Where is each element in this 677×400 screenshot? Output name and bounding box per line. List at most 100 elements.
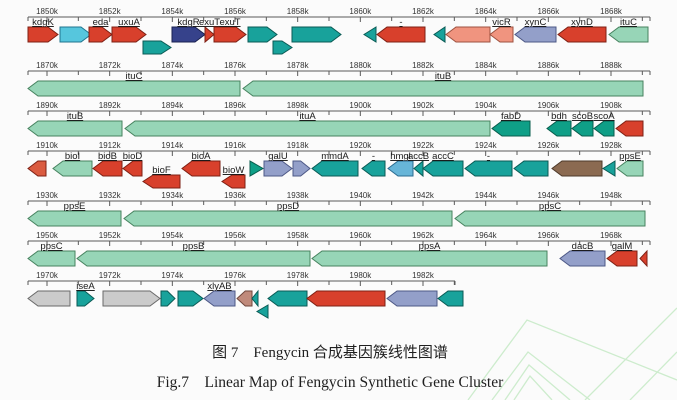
gene-label: ituC [620,17,637,28]
ruler-tick-label: 1856k [224,7,247,16]
gene-label: bioI [65,151,80,162]
gene-label: kdgK [32,17,54,28]
gene-label: bioD [123,151,143,162]
gene-label: kdgR [177,17,199,28]
gene-arrow [387,160,414,177]
gene-arrow [311,250,548,267]
gene-label: ppsC [40,241,62,252]
ruler-tick-label: 1872k [99,61,122,70]
ruler-tick-label: 1880k [349,61,372,70]
ruler-tick-label: 1900k [349,101,372,110]
ruler-tick-label: 1858k [287,7,310,16]
ruler-tick-label: 1860k [349,7,372,16]
ruler-tick-label: 1964k [475,231,498,240]
gene-label: hmgl [390,151,411,162]
ruler-tick-label: 1926k [537,141,560,150]
gene-label: ppsE [64,201,86,212]
gene-label: dacB [572,241,594,252]
gene-label: bdh [551,111,567,122]
ruler-tick-label: 1956k [224,231,247,240]
gene-label: galU [268,151,288,162]
gene-arrow [292,160,311,177]
gene-label: bioW [223,165,245,176]
gene-arrow [124,120,491,137]
ruler-tick-label: 1972k [99,271,122,280]
gene-label: mmdA [321,151,349,162]
gene-arrow [608,26,649,43]
gene-arrow [571,120,594,137]
gene-arrow [242,80,644,97]
ruler-tick-label: 1958k [287,231,310,240]
ruler-tick-label: 1940k [349,191,372,200]
ruler-tick-label: 1966k [537,231,560,240]
ruler-tick-label: 1932k [99,191,122,200]
gene-arrow [464,160,513,177]
ruler-tick-label: 1938k [287,191,310,200]
gene-label: galM [612,241,633,252]
gene-arrow [557,26,607,43]
gene-arrow [27,120,123,137]
gene-arrow [204,25,215,44]
gene-arrow [514,26,557,43]
ruler-tick-label: 1882k [412,61,435,70]
gene-label: ppsB [183,241,205,252]
ruler-tick-label: 1852k [99,7,122,16]
gene-arrow [142,174,181,189]
gene-arrow [111,26,147,43]
gene-arrow [27,80,241,97]
gene-label: ituA [299,111,316,122]
ruler-tick-label: 1854k [161,7,184,16]
gene-arrow [102,290,161,307]
gene-arrow [27,210,122,227]
gene-arrow [413,159,424,178]
gene-label: scoB [572,111,593,122]
gene-label: ituB [435,71,451,82]
gene-arrow [249,160,265,177]
ruler-tick-label: 1960k [349,231,372,240]
gene-arrow [213,26,247,43]
gene-arrow [88,26,113,43]
gene-label: eda [93,17,110,28]
caption-chinese: 图 7 Fengycin 合成基因簇线性图谱 [212,345,448,361]
gene-label: accB [408,151,429,162]
gene-arrow [247,26,278,43]
gene-arrow [256,304,269,319]
gene-arrow [546,120,572,137]
gene-arrow [291,26,342,43]
gene-label: vicR [492,17,511,28]
gene-arrow [361,160,386,177]
gene-arrow [27,250,76,267]
gene-label: xynC [525,17,547,28]
ruler-tick-label: 1864k [475,7,498,16]
gene-arrow [639,249,648,268]
ruler-tick-label: 1930k [36,191,59,200]
gene-arrow [181,160,221,177]
gene-arrow [376,26,426,43]
ruler-tick-label: 1884k [475,61,498,70]
gene-label: scoA [593,111,615,122]
gene-label: bioF [152,165,171,176]
ruler-tick-label: 1924k [475,141,498,150]
gene-label: xynD [571,17,593,28]
gene-arrow [267,290,308,307]
ruler-tick-label: 1912k [99,141,122,150]
gene-arrow [122,160,143,177]
gene-label: ituB [67,111,83,122]
gene-label: - [399,17,402,28]
gene-arrow [593,120,615,137]
ruler-tick-label: 1890k [36,101,59,110]
ruler-tick-label: 1906k [537,101,560,110]
ruler-tick-label: 1862k [412,7,435,16]
gene-label: accC [432,151,454,162]
gene-label: - [372,151,375,162]
gene-label: iseA [76,281,95,292]
gene-label: ppsD [277,201,299,212]
gene-arrow [142,40,172,55]
ruler-tick-label: 1868k [600,7,623,16]
ruler-tick-label: 1876k [224,61,247,70]
ruler-tick-label: 1898k [287,101,310,110]
gene-arrow [27,290,71,307]
ruler-tick-label: 1920k [349,141,372,150]
